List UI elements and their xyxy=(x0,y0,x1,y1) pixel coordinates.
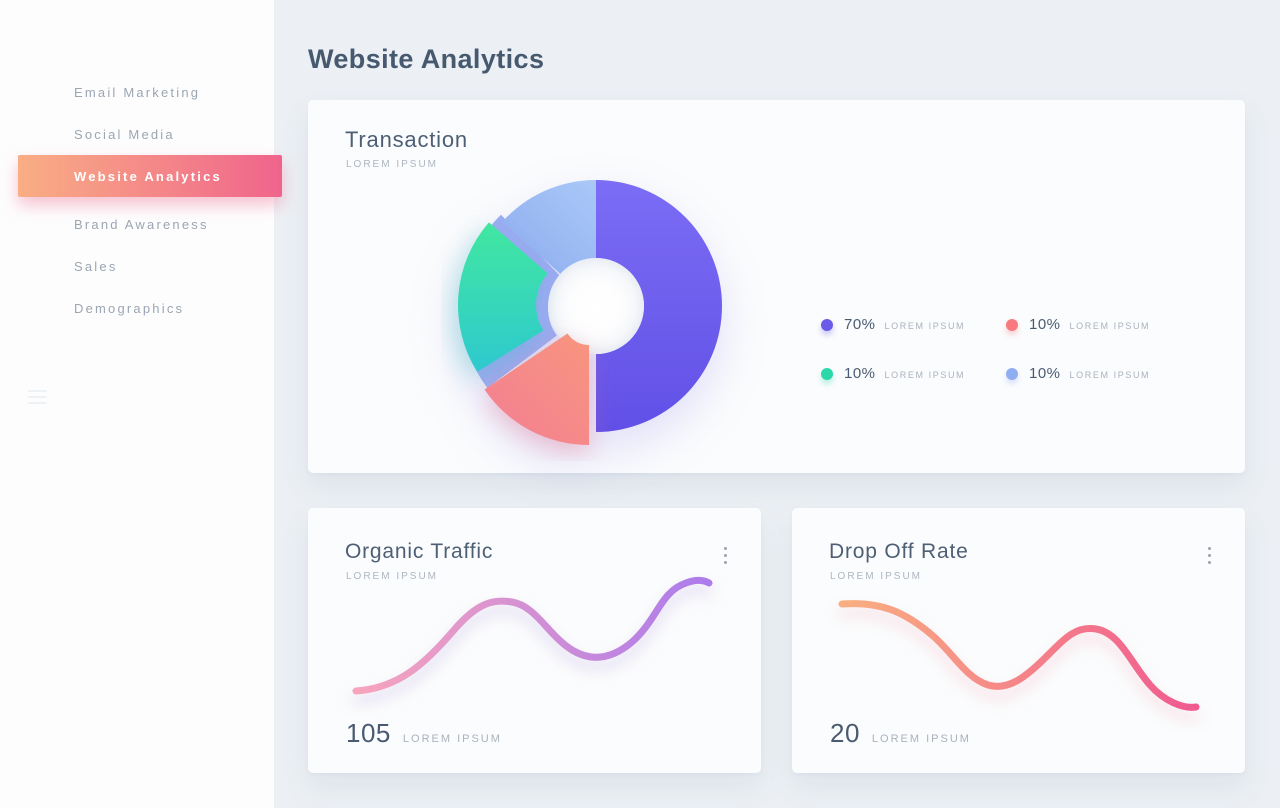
card-subtitle: LOREM IPSUM xyxy=(346,159,439,170)
legend-label: LOREM IPSUM xyxy=(1069,320,1151,331)
organic-traffic-card: Organic Traffic LOREM IPSUM 105 LOREM IP… xyxy=(308,508,761,773)
legend-label: LOREM IPSUM xyxy=(1069,369,1151,380)
card-title: Transaction xyxy=(345,127,468,152)
hamburger-bar xyxy=(28,402,47,404)
transaction-card: Transaction LOREM IPSUM 70% LOREM IPSUM … xyxy=(308,100,1245,473)
drop-off-rate-line-chart xyxy=(838,600,1200,711)
legend-value: 10% xyxy=(844,365,876,382)
organic-traffic-line-chart xyxy=(352,576,713,695)
sidebar-item-email-marketing[interactable]: Email Marketing xyxy=(74,84,201,100)
card-title: Drop Off Rate xyxy=(829,540,969,563)
kebab-dot xyxy=(1207,560,1211,564)
donut-slice-salmon xyxy=(484,333,589,445)
legend-item: 10% LOREM IPSUM xyxy=(821,365,1006,382)
metric-label: LOREM IPSUM xyxy=(402,733,502,745)
donut-chart xyxy=(458,180,722,445)
legend-label: LOREM IPSUM xyxy=(884,320,966,331)
metric-row: 20 LOREM IPSUM xyxy=(830,718,971,749)
sidebar-item-social-media[interactable]: Social Media xyxy=(74,126,175,142)
card-subtitle: LOREM IPSUM xyxy=(830,571,923,582)
legend-item: 70% LOREM IPSUM xyxy=(821,316,1006,333)
kebab-dot xyxy=(723,546,727,550)
kebab-dot xyxy=(723,560,727,564)
sidebar-nav: Email Marketing Social Media Website Ana… xyxy=(0,71,282,329)
sidebar-item-brand-awareness[interactable]: Brand Awareness xyxy=(74,216,209,232)
hamburger-menu-icon[interactable] xyxy=(28,390,47,404)
hamburger-bar xyxy=(28,390,47,392)
donut-hole xyxy=(548,258,644,354)
legend-value: 10% xyxy=(1029,365,1061,382)
legend-item: 10% LOREM IPSUM xyxy=(1006,365,1191,382)
kebab-dot xyxy=(1207,553,1211,557)
metric-row: 105 LOREM IPSUM xyxy=(346,718,502,749)
card-subtitle: LOREM IPSUM xyxy=(346,571,439,582)
donut-legend: 70% LOREM IPSUM 10% LOREM IPSUM 10% LORE… xyxy=(821,316,1191,382)
legend-label: LOREM IPSUM xyxy=(884,369,966,380)
legend-dot-blue xyxy=(1006,367,1018,380)
legend-value: 10% xyxy=(1029,316,1061,333)
legend-dot-purple xyxy=(821,318,833,331)
page-title: Website Analytics xyxy=(308,44,545,74)
kebab-menu-icon[interactable] xyxy=(1201,542,1217,568)
donut-slice-purple xyxy=(596,180,722,432)
legend-dot-salmon xyxy=(1006,318,1018,331)
drop-off-rate-card: Drop Off Rate LOREM IPSUM 20 LOREM IPSUM xyxy=(792,508,1245,773)
sidebar: Email Marketing Social Media Website Ana… xyxy=(0,0,282,808)
metric-value: 105 xyxy=(346,718,391,748)
metric-value: 20 xyxy=(830,718,860,748)
legend-item: 10% LOREM IPSUM xyxy=(1006,316,1191,333)
card-title: Organic Traffic xyxy=(345,540,494,563)
hamburger-bar xyxy=(28,396,47,398)
legend-dot-teal xyxy=(821,367,833,380)
legend-value: 70% xyxy=(844,316,876,333)
kebab-dot xyxy=(723,553,727,557)
sidebar-item-sales[interactable]: Sales xyxy=(74,258,118,274)
donut-slice-blue xyxy=(502,180,596,274)
donut-slice-teal xyxy=(458,222,548,372)
metric-label: LOREM IPSUM xyxy=(871,733,971,745)
kebab-dot xyxy=(1207,546,1211,550)
kebab-menu-icon[interactable] xyxy=(717,542,733,568)
sidebar-item-website-analytics[interactable]: Website Analytics xyxy=(18,155,282,197)
sidebar-item-demographics[interactable]: Demographics xyxy=(74,300,185,316)
